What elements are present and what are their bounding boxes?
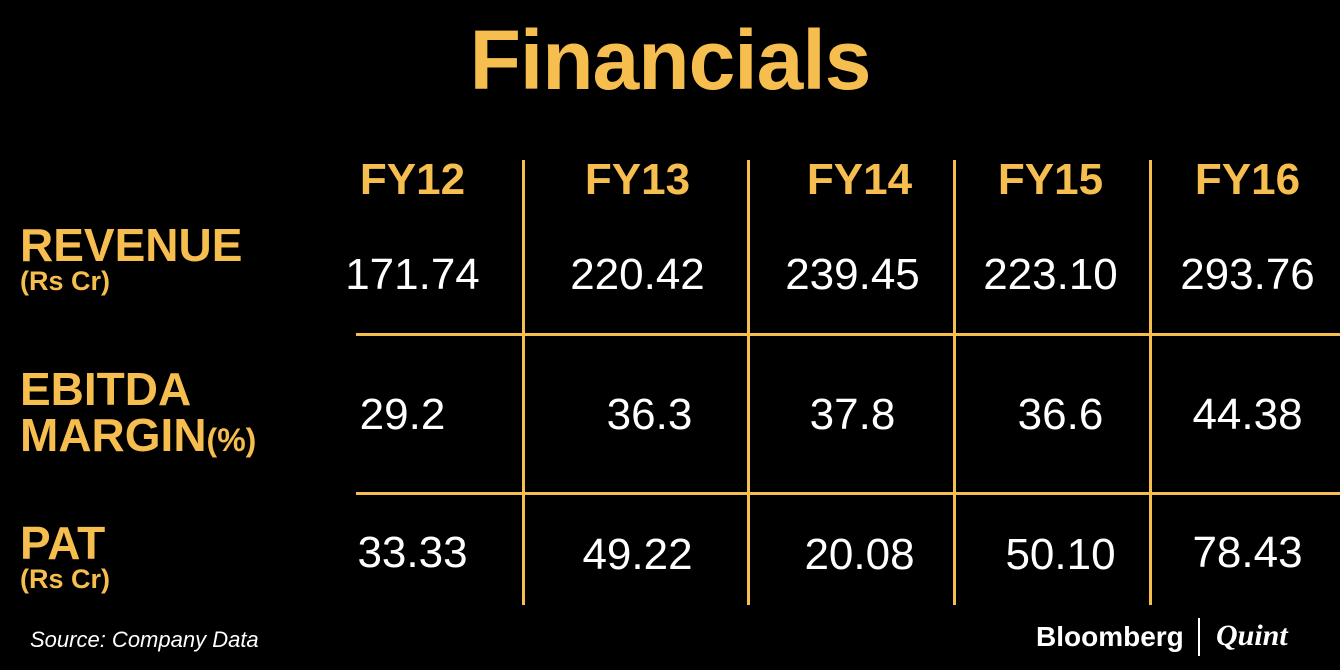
row-label-ebitda-text2: MARGIN xyxy=(20,409,207,461)
chart-title: Financials xyxy=(469,13,872,107)
column-header-fy16: FY16 xyxy=(1194,155,1301,204)
grid-line-vertical xyxy=(953,160,956,605)
cell-revenue-fy15: 223.10 xyxy=(983,250,1118,299)
source-note: Source: Company Data xyxy=(30,627,259,652)
cell-revenue-fy14: 239.45 xyxy=(785,250,920,299)
row-label-revenue: REVENUE (Rs Cr) xyxy=(20,222,242,295)
cell-ebitda-fy12: 29.2 xyxy=(359,390,446,439)
grid-line-horizontal xyxy=(356,333,1340,336)
cell-pat-fy15: 50.10 xyxy=(1005,530,1116,579)
cell-ebitda-fy14: 37.8 xyxy=(809,390,896,439)
cell-revenue-fy16: 293.76 xyxy=(1180,250,1315,299)
cell-ebitda-fy15: 36.6 xyxy=(1017,390,1104,439)
row-label-pat: PAT (Rs Cr) xyxy=(20,520,110,593)
cell-revenue-fy13: 220.42 xyxy=(570,250,705,299)
row-label-ebitda: EBITDA MARGIN(%) xyxy=(20,366,256,458)
row-label-ebitda-text: EBITDA xyxy=(20,363,192,415)
row-label-pat-unit: (Rs Cr) xyxy=(20,564,111,594)
cell-ebitda-fy16: 44.38 xyxy=(1192,390,1303,439)
row-label-ebitda-unit: (%) xyxy=(206,422,257,458)
grid-line-vertical xyxy=(1149,160,1152,605)
grid-line-vertical xyxy=(747,160,750,605)
row-label-revenue-unit: (Rs Cr) xyxy=(20,266,111,296)
column-header-fy13: FY13 xyxy=(584,155,691,204)
column-header-fy14: FY14 xyxy=(806,155,913,204)
cell-pat-fy14: 20.08 xyxy=(804,530,915,579)
cell-ebitda-fy13: 36.3 xyxy=(606,390,693,439)
row-label-pat-text: PAT xyxy=(20,517,106,569)
column-header-fy12: FY12 xyxy=(359,155,466,204)
grid-line-vertical xyxy=(522,160,525,605)
brand-logo-quint: Quint xyxy=(1216,619,1288,652)
cell-pat-fy12: 33.33 xyxy=(357,528,468,577)
grid-line-horizontal xyxy=(356,492,1340,495)
cell-pat-fy13: 49.22 xyxy=(582,530,693,579)
brand-logo-bloomberg: Bloomberg xyxy=(1036,621,1184,652)
brand-divider xyxy=(1198,618,1200,656)
column-header-fy15: FY15 xyxy=(997,155,1104,204)
cell-revenue-fy12: 171.74 xyxy=(345,250,480,299)
cell-pat-fy16: 78.43 xyxy=(1192,528,1303,577)
row-label-revenue-text: REVENUE xyxy=(20,219,243,271)
